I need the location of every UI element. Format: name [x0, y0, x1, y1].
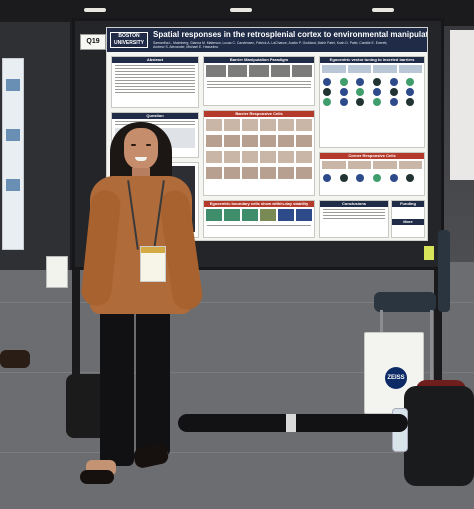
ceiling-light	[84, 8, 106, 12]
neighbor-shoe	[0, 350, 30, 368]
abstract-section: Abstract	[111, 56, 199, 108]
pants	[100, 306, 134, 466]
barrier-responsive-section: Barrier Responsive Cells	[203, 110, 315, 196]
ceiling-light	[372, 8, 394, 12]
board-leg	[72, 250, 80, 436]
board-leg	[434, 250, 442, 410]
name-badge	[140, 246, 166, 282]
shoe	[80, 470, 114, 484]
university-logo: BOSTON UNIVERSITY	[110, 32, 148, 48]
board-sticker	[46, 256, 68, 288]
chair-back	[438, 230, 450, 312]
backpack	[404, 386, 474, 486]
bag-logo: ZEISS	[385, 367, 407, 389]
poster-authors: Samantha L. Malmberg, Gianna M. Matteson…	[153, 41, 388, 49]
barrier-manipulation-section: Barrier Manipulation Paradigm	[203, 56, 315, 106]
ceiling-light	[230, 8, 252, 12]
board-number: Q19	[80, 34, 106, 50]
neighbor-poster	[2, 58, 24, 250]
poster-tube-label	[286, 414, 296, 432]
background-booth	[450, 30, 474, 180]
smile	[135, 157, 147, 161]
conclusions-section: Conclusions	[319, 200, 389, 238]
poster-title: Spatial responses in the retrosplenial c…	[153, 30, 428, 39]
face	[124, 128, 158, 170]
neighbor-poster-board	[0, 22, 73, 288]
poster-header: BOSTON UNIVERSITY Spatial responses in t…	[107, 28, 427, 52]
egocentric-vector-section: Egocentric vector tuning to inserted bar…	[319, 56, 425, 148]
chair-seat	[374, 292, 436, 312]
egocentric-boundary-section: Egocentric boundary cells show within-da…	[203, 200, 315, 238]
drink-cup	[424, 246, 434, 260]
corner-responsive-section: Corner Responsive Cells	[319, 152, 425, 196]
funding-section: Funding More Questions?	[391, 200, 425, 238]
